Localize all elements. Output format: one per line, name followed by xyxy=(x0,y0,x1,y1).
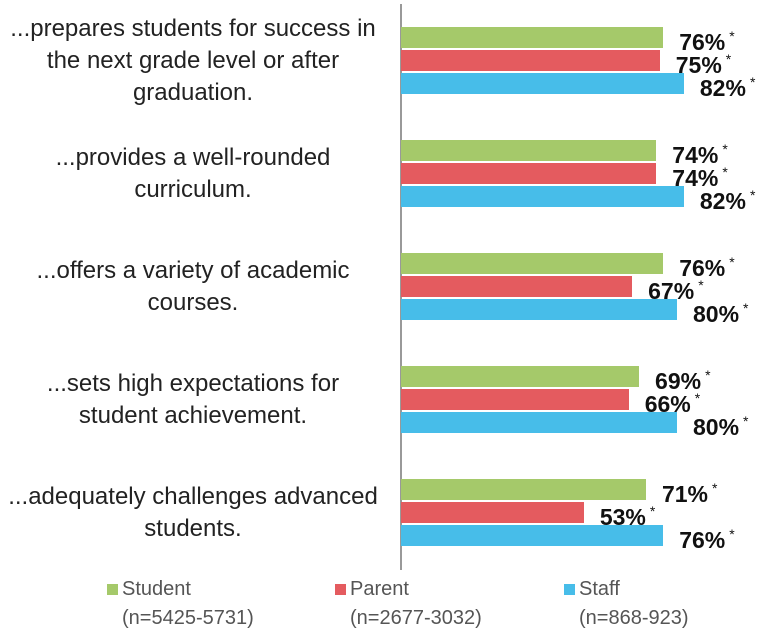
legend-label: Student xyxy=(122,578,191,600)
note-mark: * xyxy=(729,253,735,270)
bar xyxy=(401,389,629,410)
legend-n: (n=5425-5731) xyxy=(122,607,254,629)
value-text: 76% xyxy=(679,526,726,553)
note-mark: * xyxy=(749,186,756,203)
bar xyxy=(401,366,640,387)
note-mark: * xyxy=(705,366,711,383)
bar xyxy=(401,50,660,71)
bar xyxy=(401,27,664,48)
value-text: 76% xyxy=(679,254,726,281)
bar xyxy=(401,502,584,523)
value-label: 76% * xyxy=(679,28,735,56)
bar xyxy=(401,186,684,207)
bar xyxy=(401,73,684,94)
value-label: 76% * xyxy=(679,254,735,282)
note-mark: * xyxy=(698,276,704,293)
note-mark: * xyxy=(749,73,756,90)
value-label: 71% * xyxy=(662,480,718,508)
value-label: 69% * xyxy=(655,367,711,395)
value-text: 82% xyxy=(699,74,746,101)
value-text: 82% xyxy=(699,187,746,214)
value-text: 80% xyxy=(693,300,740,327)
category-label: ...provides a well-rounded curriculum. xyxy=(55,144,331,203)
value-text: 74% xyxy=(672,141,719,168)
value-text: 76% xyxy=(679,28,726,55)
value-label: 80% * xyxy=(693,300,749,328)
legend-swatch xyxy=(564,584,575,595)
note-mark: * xyxy=(743,299,749,316)
legend-swatch xyxy=(107,584,118,595)
category-label: ...sets high expectations for student ac… xyxy=(46,370,340,429)
value-text: 71% xyxy=(661,480,708,507)
note-mark: * xyxy=(729,27,735,44)
category-label: ...offers a variety of academic courses. xyxy=(36,257,350,316)
note-mark: * xyxy=(743,412,749,429)
legend-label: Staff xyxy=(579,578,620,600)
note-mark: * xyxy=(722,140,728,157)
legend-swatch xyxy=(335,584,346,595)
bar xyxy=(401,299,677,320)
value-label: 74% * xyxy=(672,141,728,169)
value-label: 80% * xyxy=(693,413,749,441)
note-mark: * xyxy=(729,525,735,542)
bar xyxy=(401,412,677,433)
category-label: ...prepares students for success in the … xyxy=(10,15,376,106)
note-mark: * xyxy=(711,479,718,496)
note-mark: * xyxy=(725,50,732,67)
bar xyxy=(401,140,657,161)
note-mark: * xyxy=(649,502,656,519)
bar xyxy=(401,163,657,184)
value-label: 76% * xyxy=(679,526,735,554)
value-label: 82% * xyxy=(700,74,756,102)
legend-n: (n=2677-3032) xyxy=(350,607,482,629)
value-label: 82% * xyxy=(700,187,756,215)
value-text: 69% xyxy=(655,367,702,394)
value-text: 80% xyxy=(693,413,740,440)
category-label: ...adequately challenges advanced studen… xyxy=(8,483,378,542)
note-mark: * xyxy=(722,163,728,180)
bar xyxy=(401,525,664,546)
bar xyxy=(401,479,646,500)
legend-n: (n=868-923) xyxy=(579,607,689,629)
note-mark: * xyxy=(694,389,701,406)
legend-label: Parent xyxy=(350,578,409,600)
bar xyxy=(401,276,633,297)
bar xyxy=(401,253,664,274)
